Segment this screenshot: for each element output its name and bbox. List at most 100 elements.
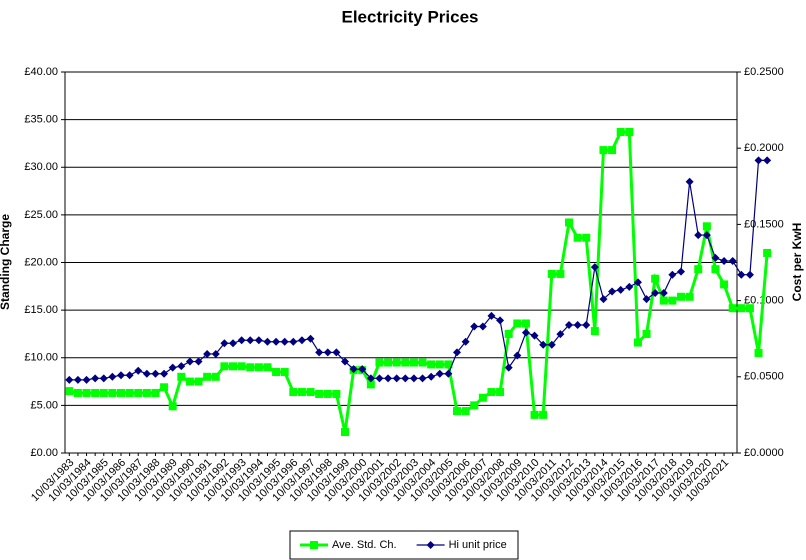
series-line xyxy=(69,159,768,381)
data-point xyxy=(263,337,272,346)
data-point xyxy=(315,348,324,357)
data-point xyxy=(556,269,565,278)
data-point xyxy=(478,393,487,402)
data-point xyxy=(547,269,556,278)
y-tick-label: £20.00 xyxy=(24,256,58,268)
data-point xyxy=(608,146,617,155)
data-point xyxy=(306,334,315,343)
data-point xyxy=(401,358,410,367)
series-line xyxy=(68,130,769,433)
data-point xyxy=(177,372,186,381)
data-point xyxy=(565,218,573,227)
data-point xyxy=(633,338,642,347)
data-point xyxy=(203,349,212,358)
data-point xyxy=(763,248,772,257)
data-point xyxy=(211,349,220,358)
data-point xyxy=(194,377,203,386)
data-point xyxy=(168,363,177,372)
data-point xyxy=(384,358,393,367)
data-point xyxy=(745,270,754,279)
data-point xyxy=(453,407,461,416)
y-tick-label: £40.00 xyxy=(24,66,58,78)
data-point xyxy=(599,295,608,304)
data-point xyxy=(573,320,582,329)
data-point xyxy=(573,233,582,242)
data-point xyxy=(496,316,505,325)
data-point xyxy=(125,388,134,397)
data-point xyxy=(521,319,530,328)
data-point xyxy=(211,372,220,381)
y-tick-label: £35.00 xyxy=(24,114,58,126)
data-point xyxy=(547,340,556,349)
legend-marker xyxy=(310,541,318,549)
y-axis-title: Standing Charge xyxy=(0,214,12,310)
data-point xyxy=(375,358,384,367)
data-point xyxy=(608,287,617,296)
data-point xyxy=(539,410,548,419)
data-point xyxy=(263,363,272,372)
data-point xyxy=(142,369,151,378)
data-point xyxy=(461,407,470,416)
y2-axis-title: Cost per KwH xyxy=(790,223,804,302)
data-point xyxy=(659,288,668,297)
data-point xyxy=(685,292,694,301)
data-point xyxy=(246,363,255,372)
data-point xyxy=(237,362,246,371)
data-point xyxy=(99,388,108,397)
data-point xyxy=(108,388,117,397)
data-point xyxy=(435,360,444,369)
data-point xyxy=(711,265,720,274)
data-point xyxy=(677,292,685,301)
data-point xyxy=(341,428,349,437)
data-point xyxy=(254,363,263,372)
data-point xyxy=(82,388,91,397)
data-point xyxy=(177,362,186,371)
data-point xyxy=(496,388,505,397)
data-point xyxy=(125,371,134,380)
y2-tick-label: £0.2000 xyxy=(744,142,784,154)
data-point xyxy=(315,389,324,398)
data-point xyxy=(651,274,660,283)
data-point xyxy=(668,296,677,305)
data-point xyxy=(685,177,694,186)
legend-label: Hi unit price xyxy=(449,539,507,551)
data-point xyxy=(737,304,746,313)
data-point xyxy=(418,374,427,383)
data-point xyxy=(642,295,651,304)
y-tick-label: £5.00 xyxy=(30,399,58,411)
legend-label: Ave. Std. Ch. xyxy=(332,539,397,551)
data-point xyxy=(427,360,436,369)
data-point xyxy=(73,375,82,384)
data-point xyxy=(737,270,746,279)
data-point xyxy=(160,383,169,392)
data-point xyxy=(142,388,151,397)
data-point xyxy=(720,256,729,265)
data-point xyxy=(306,388,315,397)
data-point xyxy=(754,348,763,357)
data-point xyxy=(392,374,401,383)
data-point xyxy=(203,372,212,381)
data-point xyxy=(254,336,263,345)
data-point xyxy=(134,366,143,375)
data-point xyxy=(668,270,677,279)
data-point xyxy=(702,231,711,240)
data-point xyxy=(349,365,358,374)
data-point xyxy=(556,330,565,339)
data-point xyxy=(625,128,634,137)
y2-tick-label: £0.0000 xyxy=(744,447,784,459)
data-point xyxy=(513,319,522,328)
data-point xyxy=(642,329,651,338)
data-point xyxy=(711,253,720,262)
data-point xyxy=(754,156,763,165)
data-point xyxy=(565,320,573,329)
data-point xyxy=(185,357,194,366)
data-point xyxy=(745,304,754,313)
data-point xyxy=(168,402,177,411)
chart-title: Electricity Prices xyxy=(341,7,478,26)
data-point xyxy=(117,388,125,397)
data-point xyxy=(582,233,591,242)
data-point xyxy=(65,375,74,384)
data-point xyxy=(720,280,729,289)
data-point xyxy=(487,311,496,320)
